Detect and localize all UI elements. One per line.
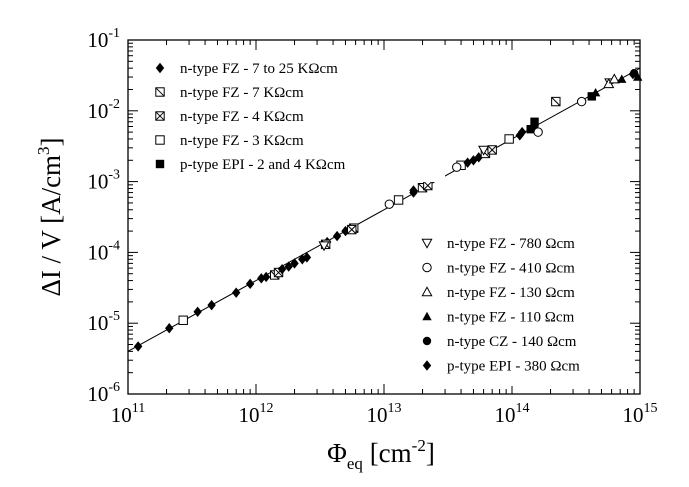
- legend-bottom: [398, 226, 628, 386]
- tick-labels: 1011 1012 1013 1014 1015 10-6 10-5 10-4 10-3 10-2…: [87, 26, 657, 427]
- legend-label: n-type FZ - 7 KΩcm: [180, 85, 304, 101]
- y-tick-label: 10-4: [87, 238, 120, 264]
- y-tick-label: 10-1: [87, 26, 120, 52]
- legend-marker: [155, 87, 165, 97]
- data-point: [231, 287, 241, 298]
- data-point: [302, 252, 312, 263]
- data-point: [617, 74, 627, 83]
- data-point: [530, 117, 539, 126]
- legend-marker: [422, 336, 432, 346]
- data-point: [576, 96, 587, 107]
- data-point: [533, 127, 543, 137]
- data-point: [261, 271, 271, 283]
- data-point: [165, 322, 174, 334]
- legend-label: n-type FZ - 4 KΩcm: [180, 109, 304, 125]
- data-point: [504, 134, 514, 144]
- legend-marker: [422, 360, 432, 371]
- x-axis-title: Φeq [cm-2]: [327, 436, 435, 473]
- data-point: [178, 315, 188, 325]
- x-tick-label: 1013: [367, 401, 402, 427]
- data-point: [277, 263, 287, 275]
- y-tick-label: 10-3: [87, 168, 120, 194]
- legend-label: n-type FZ - 130 Ωcm: [447, 285, 575, 301]
- legend-marker: [155, 62, 165, 74]
- data-point: [515, 130, 524, 141]
- legend-label: n-type CZ - 140 Ωcm: [447, 334, 577, 350]
- data-point: [590, 88, 601, 97]
- legend-label: n-type FZ - 410 Ωcm: [447, 261, 575, 277]
- data-point: [526, 124, 535, 134]
- y-tick-label: 10-6: [87, 380, 120, 406]
- data-point: [517, 126, 527, 138]
- data-point: [318, 241, 330, 252]
- legend-top: [145, 52, 445, 182]
- data-point: [207, 299, 216, 311]
- axis-ticks: [127, 40, 640, 395]
- data-point: [608, 73, 620, 84]
- y-axis-title: ΔI / V [A/cm3]: [34, 137, 66, 296]
- data-point: [633, 72, 643, 81]
- y-tick-label: 10-5: [87, 309, 120, 335]
- data-point: [393, 195, 404, 205]
- data-point: [384, 199, 394, 209]
- legend-label: n-type FZ - 7 to 25 KΩcm: [180, 61, 338, 77]
- legend-marker: [421, 238, 433, 249]
- data-point: [474, 152, 483, 163]
- data-point: [423, 180, 433, 191]
- x-tick-label: 1014: [495, 401, 530, 427]
- data-point: [409, 187, 418, 198]
- data-point: [332, 230, 342, 242]
- legend-entries: n-type FZ - 7 to 25 KΩcm n-type FZ - 7 KΩ…: [155, 61, 580, 375]
- data-point: [245, 278, 255, 290]
- data-point: [452, 162, 462, 172]
- legend-marker: [155, 135, 165, 145]
- legend-marker: [155, 111, 165, 121]
- legend-label: p-type EPI - 2 and 4 KΩcm: [180, 157, 346, 173]
- data-points: [133, 68, 643, 352]
- data-point: [290, 258, 299, 269]
- legend-marker: [422, 311, 432, 321]
- x-tick-label: 1012: [239, 401, 274, 427]
- data-point: [629, 68, 639, 78]
- y-tick-label: 10-2: [87, 97, 120, 123]
- legend-marker: [155, 159, 165, 169]
- legend-marker: [422, 262, 432, 273]
- legend-label: n-type FZ - 780 Ωcm: [447, 236, 575, 252]
- data-point: [478, 145, 490, 156]
- legend-marker: [421, 286, 433, 297]
- data-point: [347, 224, 357, 235]
- data-point: [133, 341, 143, 352]
- data-point: [603, 78, 615, 89]
- legend-label: n-type FZ - 3 KΩcm: [180, 133, 304, 149]
- x-tick-label: 1011: [111, 401, 145, 427]
- legend-label: p-type EPI - 380 Ωcm: [447, 359, 580, 375]
- legend-label: n-type FZ - 110 Ωcm: [447, 310, 575, 326]
- data-point: [551, 96, 561, 107]
- data-point: [463, 157, 472, 168]
- data-point: [487, 145, 497, 155]
- x-tick-label: 1015: [623, 401, 658, 427]
- data-point: [193, 306, 202, 317]
- data-point: [284, 261, 293, 272]
